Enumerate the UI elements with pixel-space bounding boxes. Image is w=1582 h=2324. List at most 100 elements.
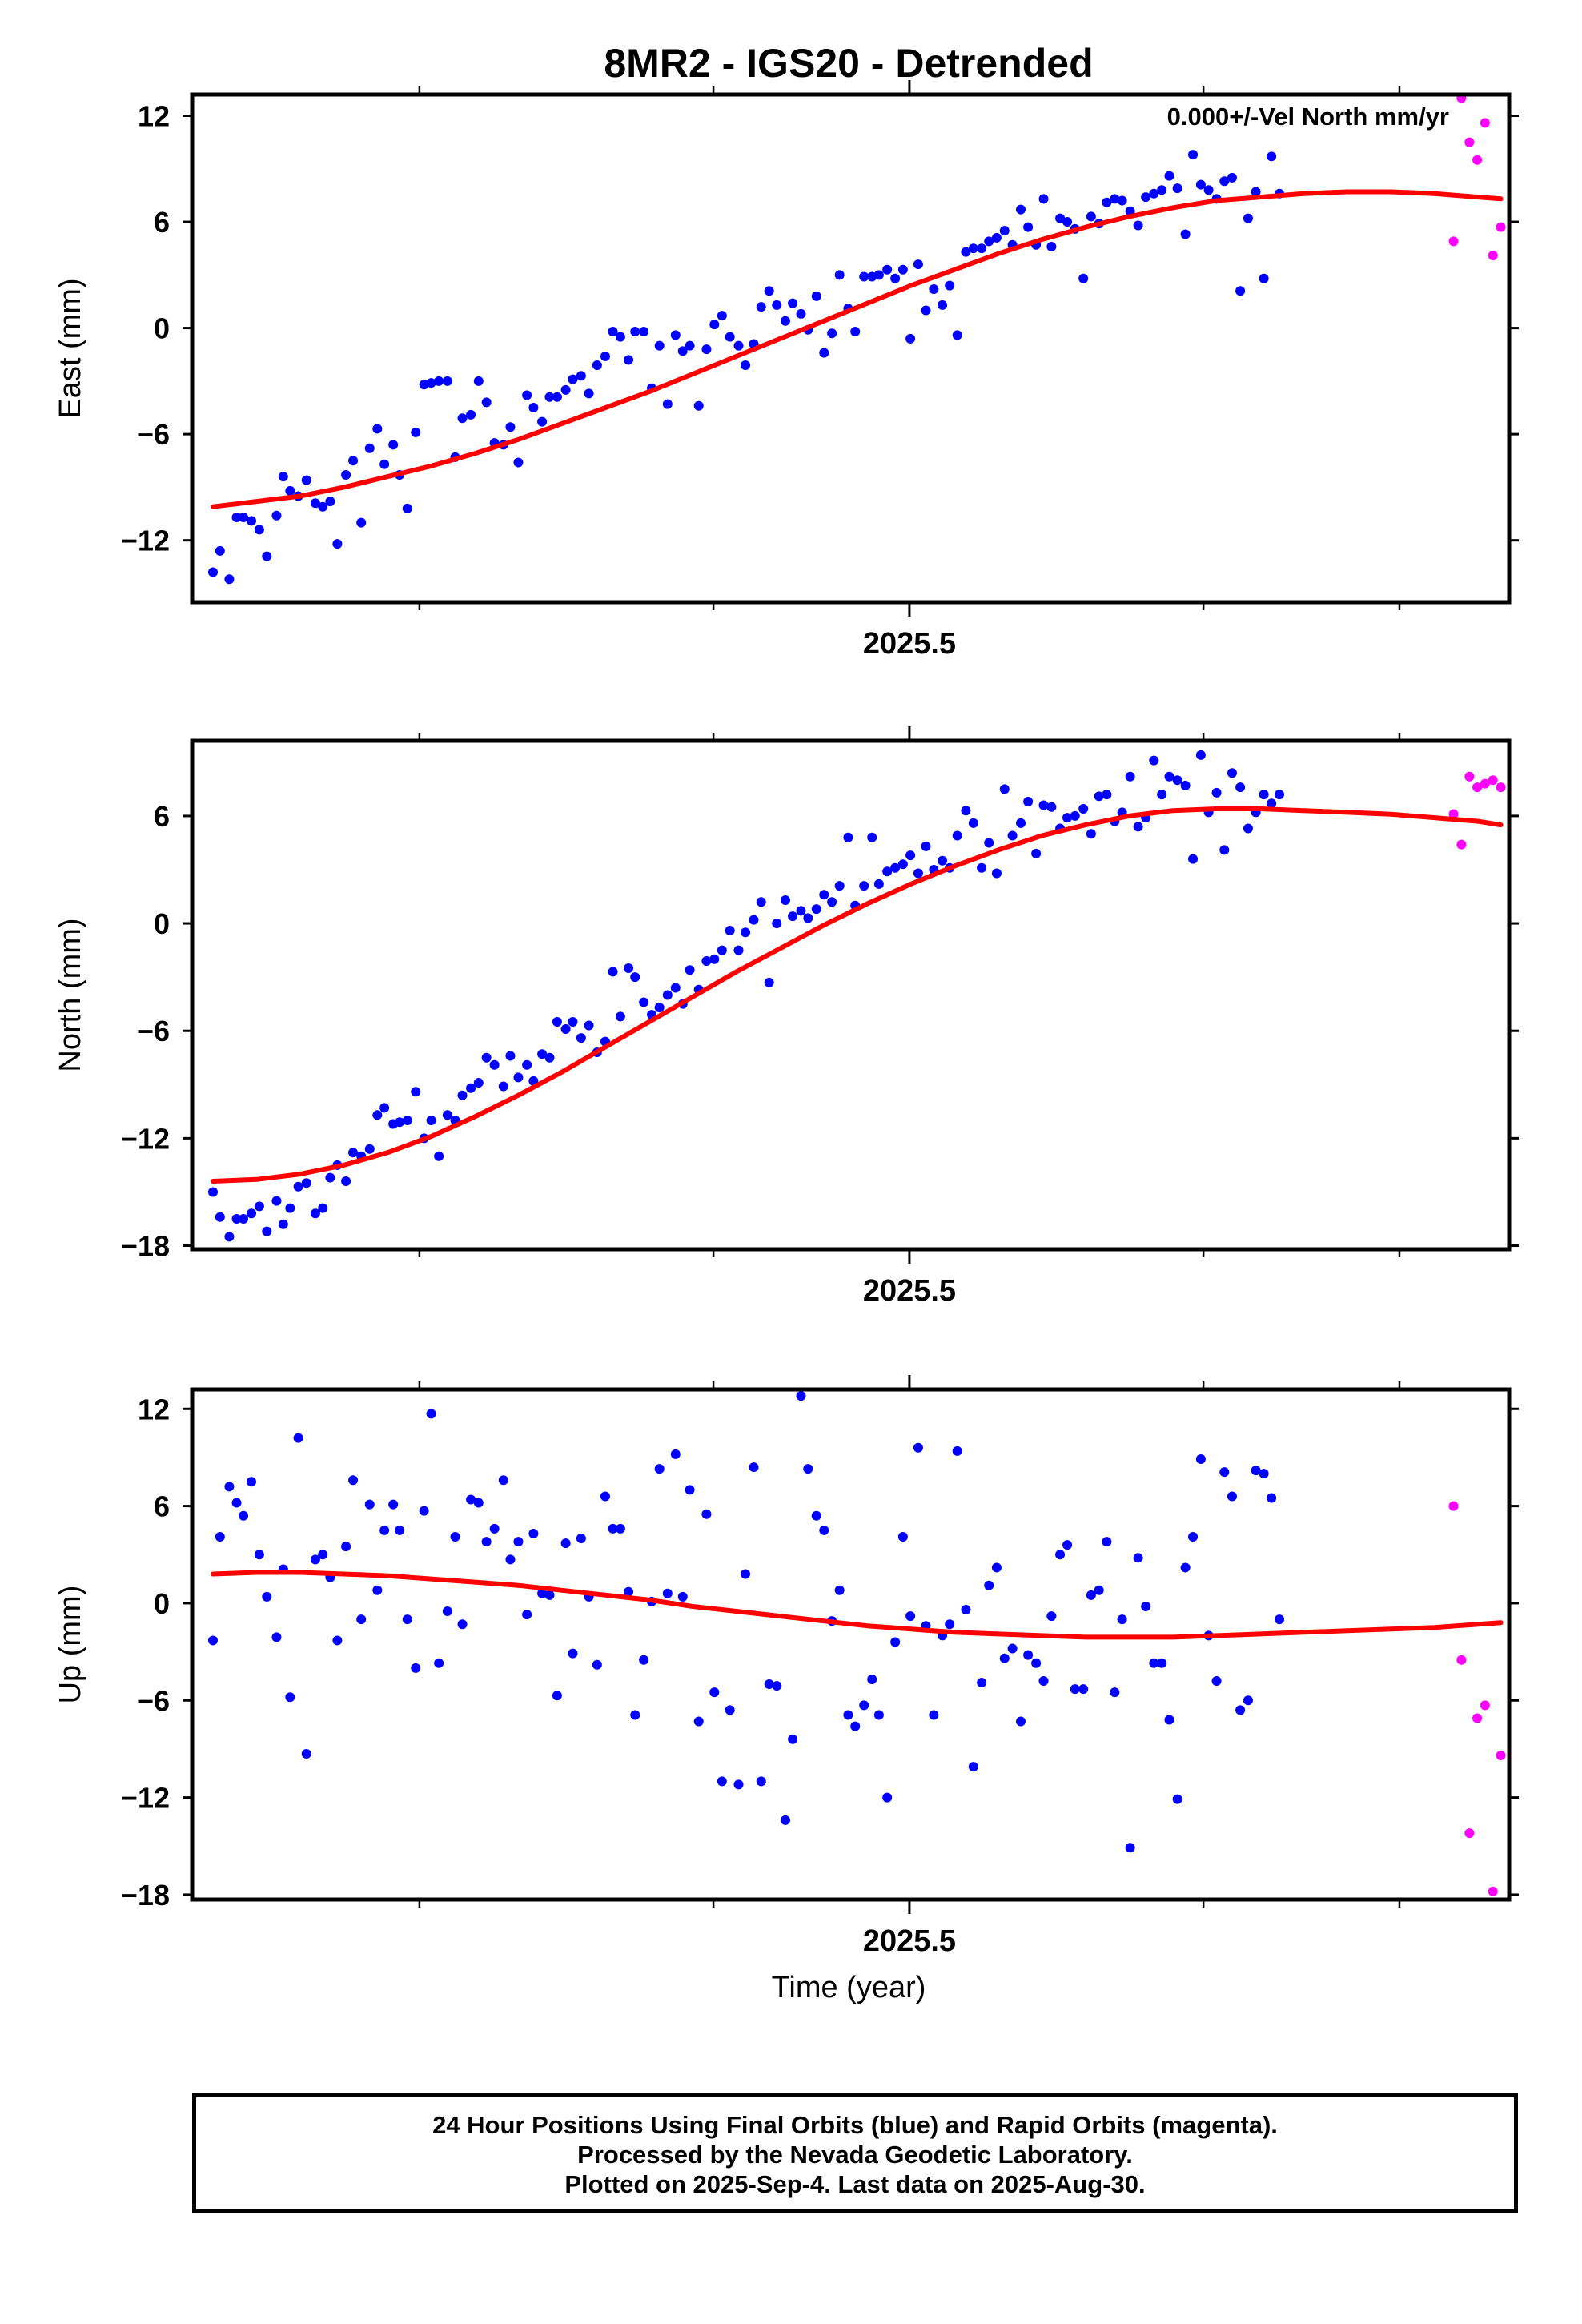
north-final-point [513, 1072, 524, 1083]
up-final-point [247, 1477, 257, 1487]
up-final-point [301, 1749, 311, 1759]
up-final-point [1007, 1643, 1018, 1654]
up-x-tick-label: 2025.5 [863, 1924, 956, 1958]
north-final-point [1164, 771, 1174, 782]
east-final-point [473, 376, 484, 386]
up-final-point [231, 1498, 242, 1508]
north-final-point [1259, 790, 1269, 800]
up-final-point [834, 1585, 845, 1595]
east-final-point [419, 380, 429, 390]
east-final-point [1055, 213, 1066, 223]
north-final-point [426, 1116, 436, 1126]
up-final-point [1243, 1695, 1253, 1706]
east-final-point [1180, 229, 1191, 239]
east-rapid-point [1496, 222, 1506, 232]
north-final-point [796, 906, 806, 916]
east-final-point [1164, 171, 1174, 181]
east-final-point [921, 305, 931, 316]
north-final-point [364, 1144, 375, 1154]
up-final-point [215, 1532, 225, 1542]
east-final-point [977, 243, 987, 254]
east-final-point [1235, 286, 1246, 296]
up-final-point [685, 1485, 695, 1495]
up-final-point [608, 1523, 618, 1534]
up-final-point [749, 1462, 759, 1473]
footer-line-2: Processed by the Nevada Geodetic Laborat… [577, 2141, 1133, 2169]
east-final-point [372, 424, 383, 434]
east-final-point [796, 308, 806, 319]
up-rapid-point [1464, 1828, 1475, 1839]
up-final-point [1031, 1658, 1042, 1668]
north-final-point [952, 830, 962, 841]
up-final-point [379, 1525, 390, 1535]
east-final-point [1259, 273, 1269, 283]
east-final-point [654, 340, 665, 351]
north-final-point [1211, 787, 1222, 798]
north-final-point [819, 890, 829, 900]
up-final-point [1172, 1794, 1182, 1804]
north-y-tick-label: 0 [154, 907, 170, 940]
east-final-point [364, 443, 375, 453]
north-final-point [1157, 790, 1167, 800]
north-fit-curve [211, 806, 1504, 1184]
east-final-point [388, 440, 399, 450]
north-final-point [1007, 830, 1018, 841]
east-final-point [560, 384, 571, 395]
up-final-point [318, 1550, 328, 1560]
north-final-point [803, 913, 813, 923]
east-final-point [528, 403, 539, 413]
up-final-point [364, 1499, 375, 1510]
east-final-point [584, 388, 594, 399]
east-final-point [1086, 211, 1096, 222]
up-final-point [207, 1635, 218, 1646]
north-final-point [498, 1081, 508, 1092]
east-final-point [239, 512, 249, 522]
north-final-point [654, 1003, 665, 1013]
up-final-point [388, 1499, 399, 1510]
north-final-point [341, 1176, 351, 1187]
north-final-point [725, 926, 735, 936]
north-final-point [749, 915, 759, 925]
north-final-point [1016, 818, 1026, 828]
east-final-point [1062, 217, 1073, 227]
up-final-point [945, 1619, 955, 1630]
up-final-point [1055, 1550, 1066, 1560]
east-x-tick-label: 2025.5 [863, 627, 956, 661]
north-rapid-point [1496, 782, 1506, 793]
east-y-tick-label: −12 [121, 525, 170, 557]
east-final-point [756, 302, 766, 312]
north-final-point [544, 1052, 555, 1063]
north-rapid-point [1464, 771, 1475, 782]
east-y-tick-label: 0 [154, 312, 170, 345]
up-panel: 12 6 0 −6 −12 −18 2025.5 Up (mm) [54, 1375, 1519, 1958]
north-final-point [999, 784, 1010, 794]
east-final-point [984, 236, 994, 247]
north-final-point [568, 1017, 578, 1027]
north-y-tick-label: −12 [121, 1122, 170, 1155]
east-final-point [1172, 183, 1182, 194]
east-final-point [207, 567, 218, 577]
north-final-point [1188, 854, 1199, 864]
north-final-point [1023, 797, 1034, 807]
north-final-point [788, 911, 798, 922]
east-final-point [332, 539, 343, 549]
north-final-point [1062, 813, 1073, 823]
north-final-point [670, 983, 681, 993]
up-final-point [780, 1815, 790, 1825]
north-final-point [285, 1203, 295, 1213]
north-y-tick-label: 6 [154, 800, 170, 833]
up-final-point [224, 1482, 235, 1492]
east-final-point [1195, 179, 1206, 190]
up-y-tick-label: 6 [154, 1490, 170, 1523]
up-final-point [733, 1779, 744, 1790]
north-final-point [278, 1219, 288, 1229]
east-final-point [568, 374, 578, 384]
north-final-point [913, 868, 923, 879]
up-final-point [1117, 1614, 1127, 1625]
north-final-point [537, 1049, 548, 1059]
north-final-point [505, 1051, 516, 1061]
up-final-point [466, 1494, 476, 1505]
velocity-annotation: 0.000+/-Vel North mm/yr [1167, 103, 1449, 131]
up-final-point [450, 1532, 460, 1542]
north-final-point [662, 990, 673, 1000]
